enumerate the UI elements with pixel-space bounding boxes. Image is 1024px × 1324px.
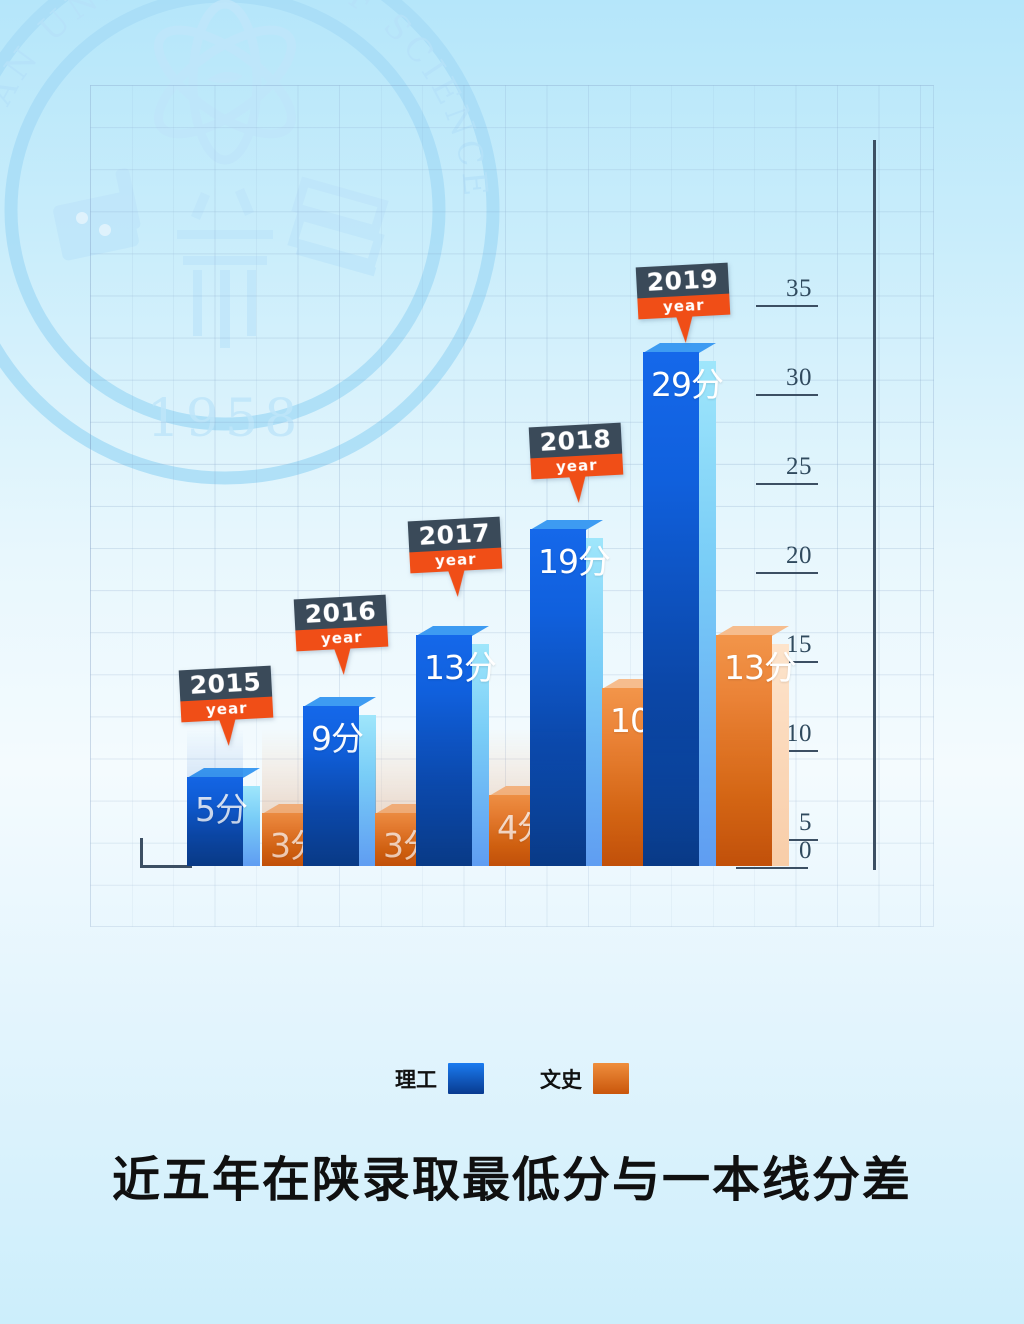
- bar-top-face: [643, 343, 716, 353]
- bar-front-face: [187, 777, 243, 866]
- y-axis-line: [873, 140, 876, 870]
- bar-top-face: [489, 786, 562, 796]
- bar-front-face: [643, 352, 699, 866]
- legend-swatch-arts: [593, 1063, 629, 1094]
- year-tag-pointer: [219, 719, 237, 747]
- y-tick-25: [756, 483, 818, 485]
- bar-side-face: [699, 361, 716, 866]
- bar-top-face: [187, 768, 260, 778]
- bar-side-face: [772, 644, 789, 866]
- year-tag-year: 2016: [293, 594, 388, 631]
- legend-item-arts[interactable]: 文史: [540, 1063, 629, 1094]
- year-tag-year: 2017: [407, 516, 502, 553]
- origin-horizontal-tick: [140, 865, 192, 868]
- bar-top-face: [602, 679, 675, 689]
- chart-legend: 理工 文史: [0, 1063, 1024, 1094]
- y-tick-0: [736, 867, 808, 869]
- y-tick-label-20: 20: [786, 542, 812, 569]
- bar-reflection: [643, 716, 716, 866]
- y-tick-label-15: 15: [786, 631, 812, 658]
- year-tag-2018[interactable]: 2018 year: [528, 422, 624, 504]
- bar-top-face: [375, 804, 448, 814]
- bar-value-label: 9分: [311, 712, 364, 760]
- bar-top-face: [416, 626, 489, 636]
- y-tick-label-10: 10: [786, 720, 812, 747]
- bar-top-face: [303, 697, 376, 707]
- bar-front-face: [716, 635, 772, 866]
- year-tag-2015[interactable]: 2015 year: [178, 665, 274, 747]
- y-tick-label-30: 30: [786, 364, 812, 391]
- bar-value-label: 19分: [538, 542, 611, 581]
- bar-front-face: [530, 529, 586, 866]
- x-axis-origin-stub: [140, 838, 192, 868]
- bar-reflection: [303, 716, 376, 866]
- chart-title: 近五年在陕录取最低分与一本线分差: [111, 1152, 912, 1208]
- y-axis: 35 30 25 20 15 10 5 0: [736, 140, 878, 870]
- origin-vertical-tick: [140, 838, 143, 868]
- bar-reflection: [716, 716, 789, 866]
- bar-front-face: [416, 635, 472, 866]
- year-tag-pointer: [569, 476, 587, 504]
- year-tag-2016[interactable]: 2016 year: [293, 594, 389, 676]
- bar-reflection: [416, 716, 489, 866]
- year-tag-pointer: [448, 570, 466, 598]
- y-tick-20: [756, 572, 818, 574]
- legend-label-arts: 文史: [540, 1066, 582, 1092]
- bar-side-face: [472, 644, 489, 866]
- bar-top-face: [530, 520, 603, 530]
- y-tick-label-25: 25: [786, 453, 812, 480]
- bar-value-label: 29分: [651, 365, 724, 404]
- bar-side-face: [359, 715, 376, 866]
- y-tick-35: [756, 305, 818, 307]
- bar-value-label: 13分: [424, 648, 497, 687]
- bar-top-face: [262, 804, 335, 814]
- year-tag-pointer: [676, 316, 694, 344]
- year-tag-pointer: [334, 648, 352, 676]
- year-tag-2017[interactable]: 2017 year: [407, 516, 503, 598]
- y-tick-label-35: 35: [786, 275, 812, 302]
- y-tick-30: [756, 394, 818, 396]
- year-tag-year: 2015: [178, 665, 273, 702]
- year-tag-year: 2018: [528, 422, 623, 459]
- bar-front-face: [303, 706, 359, 866]
- legend-label-science: 理工: [395, 1066, 437, 1092]
- bar-side-face: [586, 538, 603, 866]
- y-tick-label-0: 0: [799, 837, 812, 864]
- year-tag-2019[interactable]: 2019 year: [635, 262, 731, 344]
- bar-value-label: 13分: [724, 648, 797, 687]
- bar-side-face: [243, 786, 260, 866]
- legend-item-science[interactable]: 理工: [395, 1063, 484, 1094]
- y-tick-label-5: 5: [799, 809, 812, 836]
- year-tag-year: 2019: [635, 262, 730, 299]
- bar-top-face: [716, 626, 789, 636]
- bar-reflection: [530, 716, 603, 866]
- legend-swatch-science: [448, 1063, 484, 1094]
- bar-value-label: 5分: [195, 783, 248, 831]
